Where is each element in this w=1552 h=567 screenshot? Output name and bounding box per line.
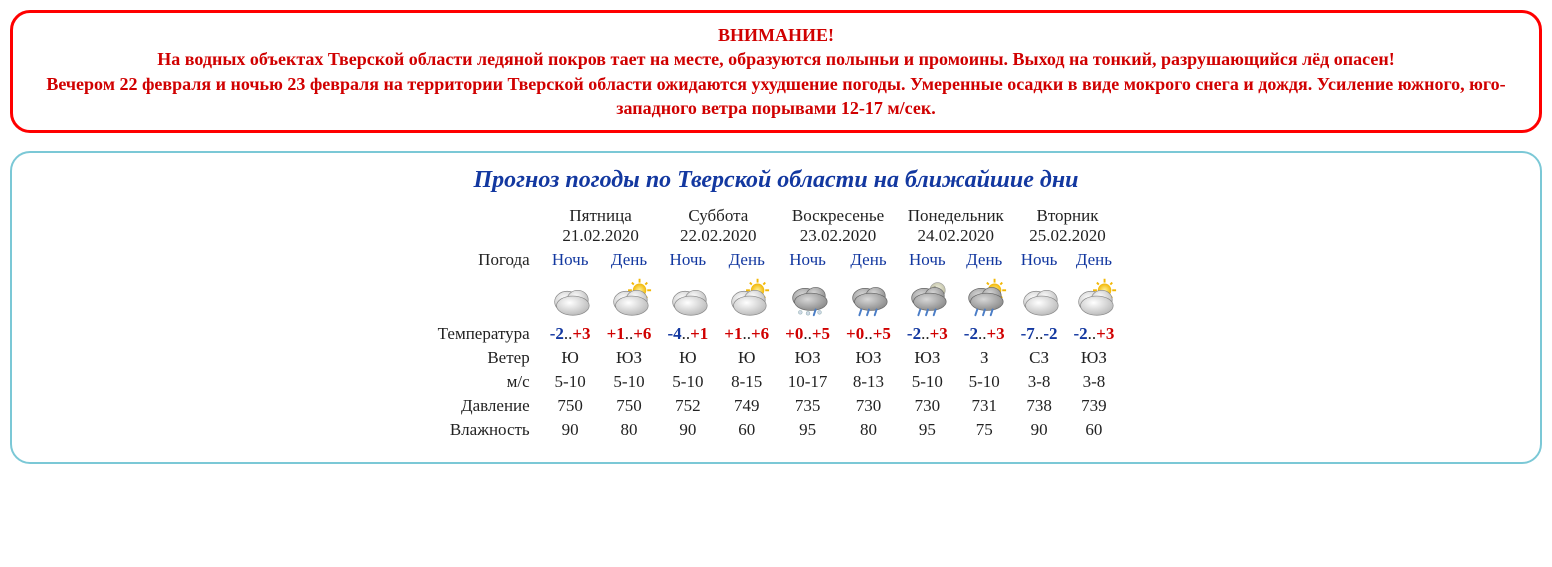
pressure-cell: 735 [777,394,838,418]
warning-line: Вечером 22 февраля и ночью 23 февраля на… [33,72,1519,121]
humidity-cell: 60 [1065,418,1122,442]
wind-speed: 3-8 [1065,370,1122,394]
forecast-box: Прогноз погоды по Тверской области на бл… [10,151,1542,464]
day-header: Пятница21.02.2020 [542,204,660,248]
humidity-cell: 90 [542,418,599,442]
temp-cell: -7..-2 [1013,322,1066,346]
forecast-table: Пятница21.02.2020Суббота22.02.2020Воскре… [430,204,1123,442]
weather-icon [542,272,599,322]
temp-cell: +1..+6 [599,322,660,346]
day-header: Вторник25.02.2020 [1013,204,1123,248]
wind-speed: 5-10 [599,370,660,394]
temp-cell: -2..+3 [956,322,1013,346]
wind-speed: 5-10 [542,370,599,394]
temp-cell: -2..+3 [899,322,956,346]
period-day: День [599,248,660,272]
warning-line: На водных объектах Тверской области ледя… [33,47,1519,71]
row-label-wind-speed: м/с [430,370,542,394]
weather-icon [1013,272,1066,322]
wind-dir: Ю [659,346,716,370]
period-day: День [1065,248,1122,272]
row-label-weather: Погода [430,248,542,272]
wind-speed: 3-8 [1013,370,1066,394]
day-header: Понедельник24.02.2020 [899,204,1013,248]
temp-cell: -2..+3 [542,322,599,346]
wind-dir: СЗ [1013,346,1066,370]
humidity-cell: 90 [1013,418,1066,442]
row-label-temp: Температура [430,322,542,346]
wind-dir: З [956,346,1013,370]
wind-speed: 8-15 [716,370,777,394]
forecast-title: Прогноз погоды по Тверской области на бл… [32,167,1520,194]
period-night: Ночь [542,248,599,272]
period-night: Ночь [1013,248,1066,272]
row-label-wind: Ветер [430,346,542,370]
wind-dir: Ю [542,346,599,370]
wind-speed: 5-10 [899,370,956,394]
period-night: Ночь [659,248,716,272]
row-label-pressure: Давление [430,394,542,418]
humidity-cell: 80 [599,418,660,442]
temp-cell: +0..+5 [838,322,899,346]
day-header: Суббота22.02.2020 [659,204,777,248]
period-night: Ночь [899,248,956,272]
period-day: День [716,248,777,272]
pressure-cell: 752 [659,394,716,418]
humidity-cell: 60 [716,418,777,442]
pressure-cell: 730 [838,394,899,418]
humidity-cell: 75 [956,418,1013,442]
wind-dir: ЮЗ [599,346,660,370]
pressure-cell: 749 [716,394,777,418]
temp-cell: +1..+6 [716,322,777,346]
temp-cell: -4..+1 [659,322,716,346]
weather-icon [716,272,777,322]
weather-icon [1065,272,1122,322]
wind-dir: Ю [716,346,777,370]
pressure-cell: 731 [956,394,1013,418]
warning-title: ВНИМАНИЕ! [33,23,1519,47]
wind-dir: ЮЗ [838,346,899,370]
day-header: Воскресенье23.02.2020 [777,204,899,248]
row-label-humidity: Влажность [430,418,542,442]
wind-dir: ЮЗ [777,346,838,370]
pressure-cell: 750 [542,394,599,418]
temp-cell: -2..+3 [1065,322,1122,346]
weather-icon [899,272,956,322]
wind-speed: 10-17 [777,370,838,394]
weather-warning-box: ВНИМАНИЕ! На водных объектах Тверской об… [10,10,1542,133]
pressure-cell: 730 [899,394,956,418]
pressure-cell: 738 [1013,394,1066,418]
forecast-body: ПогодаНочьДеньНочьДеньНочьДеньНочьДеньНо… [430,248,1123,442]
wind-dir: ЮЗ [899,346,956,370]
humidity-cell: 90 [659,418,716,442]
wind-speed: 5-10 [659,370,716,394]
wind-speed: 8-13 [838,370,899,394]
pressure-cell: 750 [599,394,660,418]
temp-cell: +0..+5 [777,322,838,346]
period-night: Ночь [777,248,838,272]
wind-speed: 5-10 [956,370,1013,394]
humidity-cell: 95 [899,418,956,442]
wind-dir: ЮЗ [1065,346,1122,370]
humidity-cell: 95 [777,418,838,442]
weather-icon [777,272,838,322]
period-day: День [838,248,899,272]
weather-icon [659,272,716,322]
weather-icon [599,272,660,322]
forecast-head: Пятница21.02.2020Суббота22.02.2020Воскре… [430,204,1123,248]
humidity-cell: 80 [838,418,899,442]
weather-icon [956,272,1013,322]
pressure-cell: 739 [1065,394,1122,418]
period-day: День [956,248,1013,272]
weather-icon [838,272,899,322]
